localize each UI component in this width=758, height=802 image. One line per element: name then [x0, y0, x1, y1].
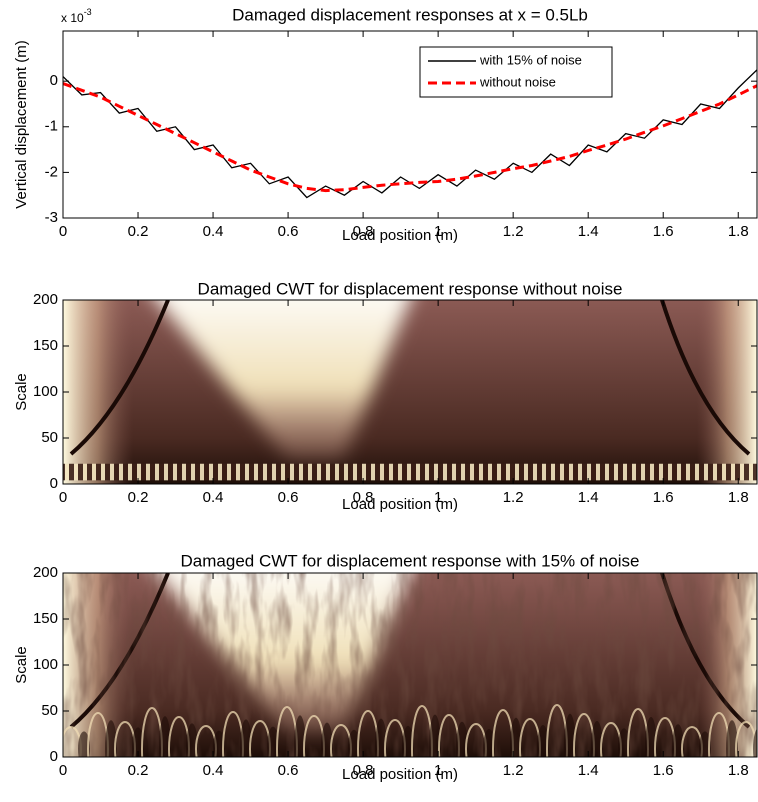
y-tick-label: 100 [33, 383, 58, 400]
legend-label: without noise [479, 74, 556, 89]
scalogram-lobe-core [645, 717, 657, 757]
scalogram-lobe-core [375, 718, 387, 757]
axes-frame [62, 30, 758, 219]
x-tick-label: 1.8 [728, 762, 749, 779]
scalogram-lobe-core [267, 726, 279, 757]
chart-title: Damaged CWT for displacement response wi… [181, 551, 640, 570]
y-tick-label: 50 [41, 429, 58, 446]
chart-title: Damaged displacement responses at x = 0.… [232, 5, 588, 24]
x-tick-label: 0.8 [353, 223, 374, 240]
x-tick-label: 0.6 [278, 762, 299, 779]
x-tick-label: 1.6 [653, 762, 674, 779]
x-tick-label: 1.2 [503, 762, 524, 779]
y-multiplier: x 10-3 [61, 7, 92, 25]
y-multiplier-exponent: -3 [84, 7, 92, 17]
x-tick-label: 1.6 [653, 489, 674, 506]
x-tick-label: 0.8 [353, 489, 374, 506]
scalogram-lobe-core [78, 731, 90, 757]
x-tick-label: 1.8 [728, 489, 749, 506]
plot-area [63, 300, 757, 484]
plot-area [63, 573, 757, 757]
y-tick-label: 200 [33, 291, 58, 308]
x-tick-label: 0 [59, 762, 67, 779]
chart-title: Damaged CWT for displacement response wi… [198, 279, 623, 298]
y-tick-label: -3 [45, 209, 58, 226]
x-tick-label: 1 [434, 223, 442, 240]
plot-area [63, 31, 757, 218]
x-tick-label: 1 [434, 489, 442, 506]
scalogram-lobe-core [753, 728, 757, 757]
y-tick-label: 200 [33, 564, 58, 581]
x-axis-label: Load position (m) [342, 227, 458, 244]
scalogram-lobe-core [321, 722, 333, 757]
x-tick-label: 1.2 [503, 223, 524, 240]
x-tick-label: 0.4 [203, 223, 224, 240]
x-tick-label: 0.2 [128, 489, 149, 506]
scalogram-lobe-core [240, 719, 252, 757]
y-multiplier-base: x 10 [61, 11, 84, 25]
y-tick-label: 0 [50, 748, 58, 765]
y-tick-label: 0 [50, 72, 58, 89]
scalogram-noise [63, 573, 757, 757]
x-tick-label: 0.6 [278, 489, 299, 506]
scalogram-lobe-core [105, 720, 117, 757]
scalogram-right-edge [697, 300, 757, 484]
y-tick-label: 100 [33, 656, 58, 673]
x-tick-label: 0.4 [203, 489, 224, 506]
scalogram-lobe-core [294, 715, 306, 757]
y-tick-label: 150 [33, 337, 58, 354]
scalogram-lobe-core [213, 730, 225, 757]
scalogram-lobe-core [456, 721, 468, 757]
x-tick-label: 1.8 [728, 223, 749, 240]
scalogram-ridge [157, 300, 410, 459]
scalogram-stripes [63, 463, 757, 481]
scalogram-lobe-core [618, 728, 630, 757]
x-tick-label: 0.4 [203, 762, 224, 779]
x-tick-label: 1.4 [578, 762, 599, 779]
scalogram-lobe-core [699, 731, 711, 757]
scalogram-dark-curve [660, 300, 751, 456]
y-tick-label: -2 [45, 163, 58, 180]
y-axis-label: Scale [13, 373, 30, 411]
x-tick-label: 1.4 [578, 489, 599, 506]
y-tick-label: 150 [33, 610, 58, 627]
scalogram-lobe-core [186, 723, 198, 757]
scalogram-lobe-core [348, 729, 360, 757]
x-tick-label: 1 [434, 762, 442, 779]
scalogram-lobe-core [591, 721, 603, 757]
scalogram-lobe-core [483, 729, 495, 757]
x-tick-label: 1.4 [578, 223, 599, 240]
x-axis-label: Load position (m) [342, 496, 458, 513]
scalogram-lobe-core [159, 716, 171, 757]
legend-box [419, 46, 613, 98]
scalogram-lobe-core [726, 720, 738, 757]
y-axis-label: Scale [13, 646, 30, 684]
y-tick-label: 50 [41, 702, 58, 719]
legend-label: with 15% of noise [479, 52, 582, 67]
scalogram-lobe-core [132, 727, 144, 757]
scalogram-lobe-core [564, 713, 576, 757]
x-tick-label: 0 [59, 223, 67, 240]
y-tick-label: -1 [45, 118, 58, 135]
x-tick-label: 0 [59, 489, 67, 506]
x-tick-label: 0.8 [353, 762, 374, 779]
x-tick-label: 1.2 [503, 489, 524, 506]
x-tick-label: 0.2 [128, 223, 149, 240]
y-tick-label: 0 [50, 475, 58, 492]
x-tick-label: 0.6 [278, 223, 299, 240]
series-line [63, 82, 757, 193]
x-tick-label: 0.2 [128, 762, 149, 779]
plot-background [63, 31, 757, 218]
x-axis-label: Load position (m) [342, 766, 458, 783]
scalogram-lobe-core [672, 724, 684, 757]
scalogram-lobe-core [510, 717, 522, 757]
scalogram-lobe-core [537, 725, 549, 757]
scalogram-lobe-core [429, 714, 441, 757]
x-tick-label: 1.6 [653, 223, 674, 240]
y-axis-label: Vertical displacement (m) [13, 40, 30, 208]
scalogram-lobe-core [402, 725, 414, 757]
scalogram-background [63, 300, 757, 484]
scalogram-dark-curve [69, 300, 170, 456]
